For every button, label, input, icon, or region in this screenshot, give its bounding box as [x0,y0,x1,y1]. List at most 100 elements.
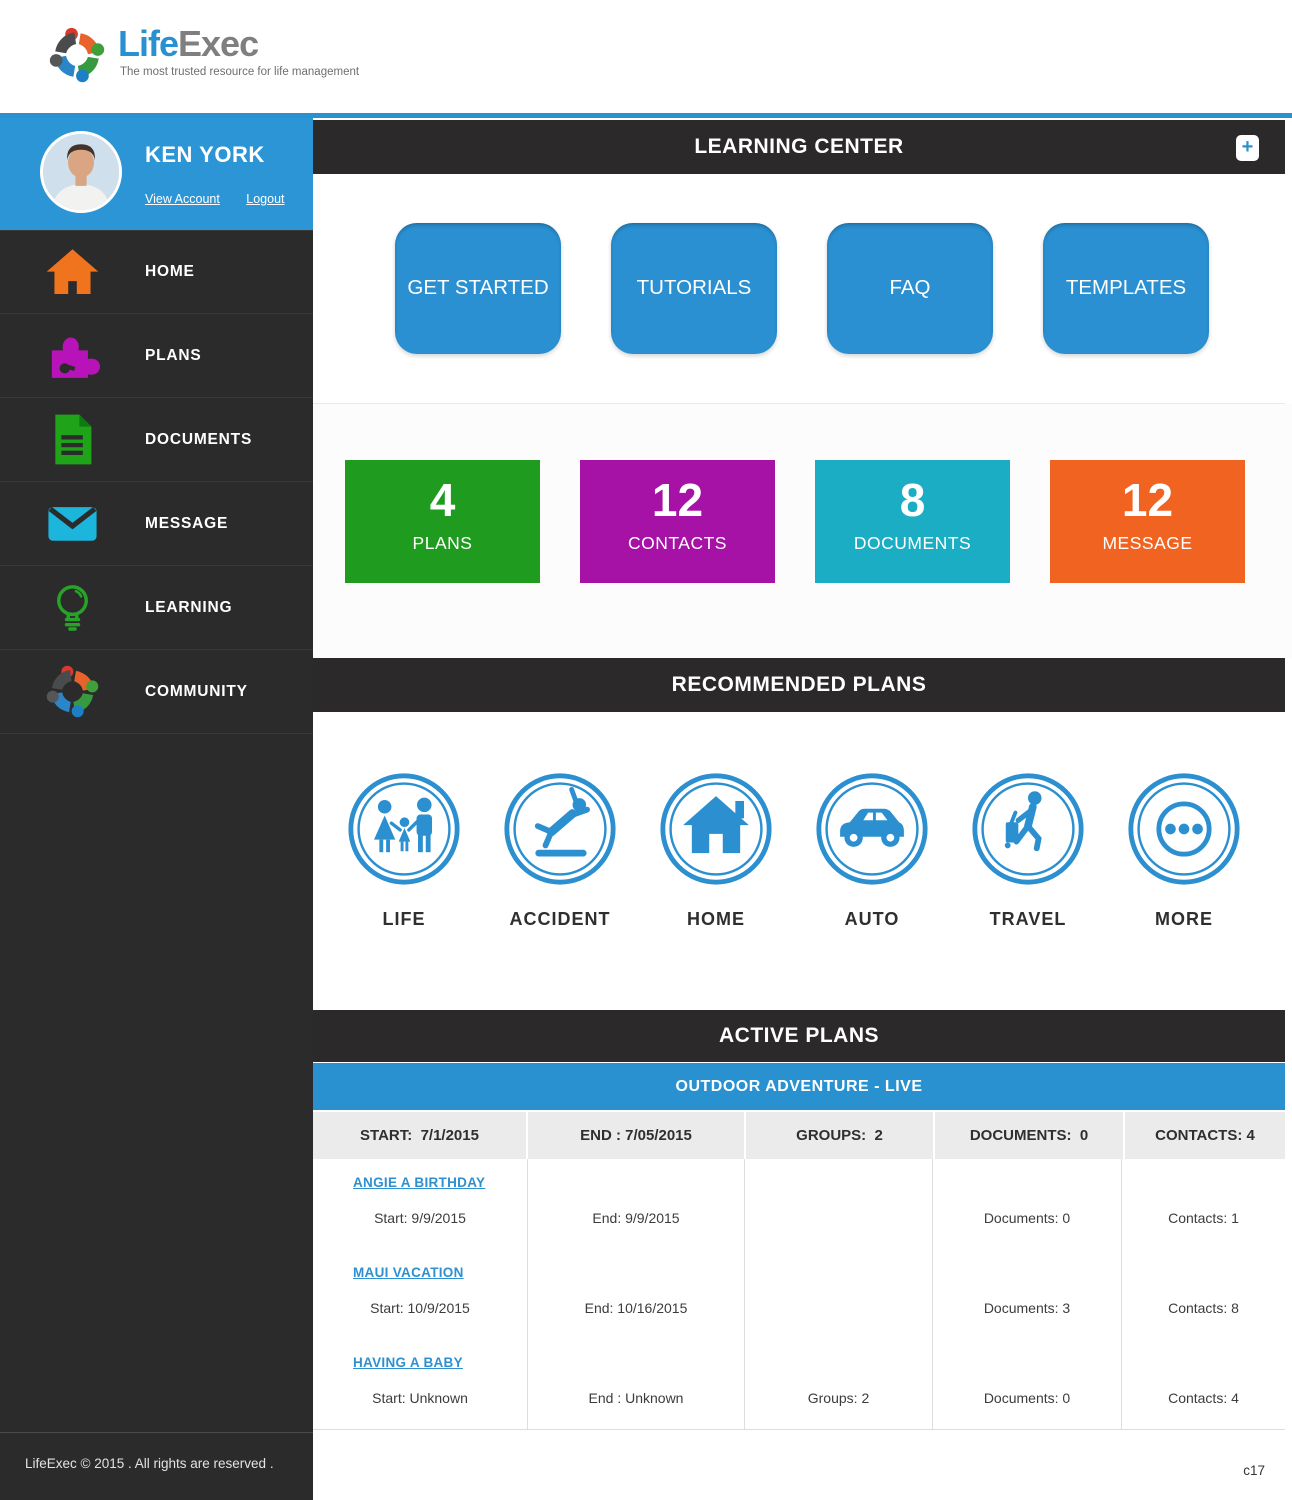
plan-link-maui-vacation[interactable]: MAUI VACATION [353,1265,464,1280]
section-title: RECOMMENDED PLANS [671,673,927,696]
sidebar-item-learning[interactable]: LEARNING [0,566,313,650]
logout-link[interactable]: Logout [246,192,285,206]
family-icon [348,773,460,885]
stats-row: 4 PLANS 12 CONTACTS 8 DOCUMENTS 12 MESSA… [313,404,1292,658]
message-stat-card[interactable]: 12 MESSAGE [1050,460,1245,583]
view-account-link[interactable]: View Account [145,192,220,206]
active-plan-banner[interactable]: OUTDOOR ADVENTURE - LIVE [313,1063,1285,1110]
brand-tagline: The most trusted resource for life manag… [120,66,360,79]
document-icon [55,414,92,465]
sidebar-item-community[interactable]: COMMUNITY [0,650,313,734]
column-header-documents: DOCUMENTS: 0 [935,1112,1123,1159]
plan-end: End: 10/16/2015 [527,1249,744,1339]
recommended-plan-auto[interactable]: AUTO [814,771,930,1010]
plan-start: Start: 9/9/2015 [374,1210,466,1226]
active-plan-banner-label: OUTDOOR ADVENTURE - LIVE [675,1077,923,1095]
lightbulb-icon [57,585,88,631]
recommended-plans-row: LIFE ACCIDENT [313,712,1292,1010]
brand-logo[interactable]: LifeExec The most trusted resource for l… [48,22,359,84]
sidebar-spacer [0,734,313,1432]
community-pinwheel-icon [46,665,99,718]
user-name: KEN YORK [145,142,265,167]
table-row: MAUI VACATION Start: 10/9/2015 End: 10/1… [313,1249,1285,1339]
get-started-button[interactable]: GET STARTED [395,223,561,354]
sidebar-item-label: COMMUNITY [145,682,248,700]
recommended-plan-accident[interactable]: ACCIDENT [502,771,618,1010]
recommended-plan-label: MORE [1155,909,1213,929]
sidebar-item-home[interactable]: HOME [0,230,313,314]
avatar-photo [43,134,119,210]
divider [313,403,1285,404]
plan-documents: Documents: 0 [932,1159,1121,1249]
recommended-plan-label: TRAVEL [989,909,1067,929]
sidebar-item-plans[interactable]: PLANS [0,314,313,398]
table-row: ANGIE A BIRTHDAY Start: 9/9/2015 End: 9/… [313,1159,1285,1249]
plan-groups: Groups: 2 [744,1339,932,1429]
tutorials-button[interactable]: TUTORIALS [611,223,777,354]
sidebar-item-label: LEARNING [145,598,233,616]
table-row: HAVING A BABY Start: Unknown End : Unkno… [313,1339,1285,1429]
puzzle-icon [51,337,100,378]
sidebar-item-message[interactable]: MESSAGE [0,482,313,566]
column-header-end: END : 7/05/2015 [528,1112,744,1159]
plan-contacts: Contacts: 8 [1121,1249,1285,1339]
sidebar-item-label: PLANS [145,346,202,364]
contacts-stat-card[interactable]: 12 CONTACTS [580,460,775,583]
plan-link-angie-a-birthday[interactable]: ANGIE A BIRTHDAY [353,1175,486,1190]
plans-stat-card[interactable]: 4 PLANS [345,460,540,583]
accent-strip [0,113,1292,118]
recommended-plan-home[interactable]: HOME [658,771,774,1010]
stat-label: CONTACTS [628,532,727,553]
app-header: LifeExec The most trusted resource for l… [0,0,1292,113]
home-icon [46,248,99,294]
plan-contacts: Contacts: 1 [1121,1159,1285,1249]
stat-label: DOCUMENTS [853,532,972,553]
add-icon[interactable]: + [1236,135,1259,161]
main-content: LEARNING CENTER + GET STARTED TUTORIALS … [313,118,1292,1500]
recommended-plans-header: RECOMMENDED PLANS [313,658,1285,712]
templates-button[interactable]: TEMPLATES [1043,223,1209,354]
stat-label: PLANS [412,532,473,553]
brand-exec: Exec [178,23,259,64]
brand-title: LifeExec [118,22,359,65]
traveler-icon [972,773,1084,885]
learning-center-buttons: GET STARTED TUTORIALS FAQ TEMPLATES [313,174,1292,403]
recommended-plan-life[interactable]: LIFE [346,771,462,1010]
recommended-plan-label: LIFE [382,909,426,929]
sidebar-nav: HOME PLANS DOCUMENTS [0,230,313,734]
avatar[interactable] [40,131,122,213]
stat-value: 8 [899,474,926,526]
stat-value: 12 [1121,474,1174,526]
section-title: LEARNING CENTER [694,135,904,158]
copyright-text: LifeExec © 2015 . All rights are reserve… [25,1456,274,1471]
recommended-plan-travel[interactable]: TRAVEL [970,771,1086,1010]
faq-button[interactable]: FAQ [827,223,993,354]
column-header-start: START: 7/1/2015 [313,1112,526,1159]
house-icon [660,773,772,885]
plan-groups [744,1249,932,1339]
plan-table-header: START: 7/1/2015 END : 7/05/2015 GROUPS: … [313,1112,1285,1159]
recommended-plan-more[interactable]: MORE [1126,771,1242,1010]
car-icon [816,773,928,885]
plan-end: End : Unknown [527,1339,744,1429]
plan-link-having-a-baby[interactable]: HAVING A BABY [353,1355,463,1370]
column-header-groups: GROUPS: 2 [746,1112,933,1159]
plan-end: End: 9/9/2015 [527,1159,744,1249]
slip-fall-icon [504,773,616,885]
brand-life: Life [118,23,179,64]
plan-groups [744,1159,932,1249]
stat-value: 12 [651,474,704,526]
section-title: ACTIVE PLANS [718,1024,879,1047]
plan-documents: Documents: 3 [932,1249,1121,1339]
plan-start: Start: Unknown [372,1390,468,1406]
recommended-plan-label: ACCIDENT [509,909,611,929]
documents-stat-card[interactable]: 8 DOCUMENTS [815,460,1010,583]
envelope-icon [48,506,97,541]
sidebar-footer: LifeExec © 2015 . All rights are reserve… [0,1432,313,1500]
plan-documents: Documents: 0 [932,1339,1121,1429]
sidebar-item-documents[interactable]: DOCUMENTS [0,398,313,482]
sidebar: KEN YORK View Account Logout HOME PLANS [0,118,313,1500]
learning-center-header: LEARNING CENTER + [313,120,1285,174]
sidebar-item-label: DOCUMENTS [145,430,253,448]
column-header-contacts: CONTACTS: 4 [1125,1112,1285,1159]
